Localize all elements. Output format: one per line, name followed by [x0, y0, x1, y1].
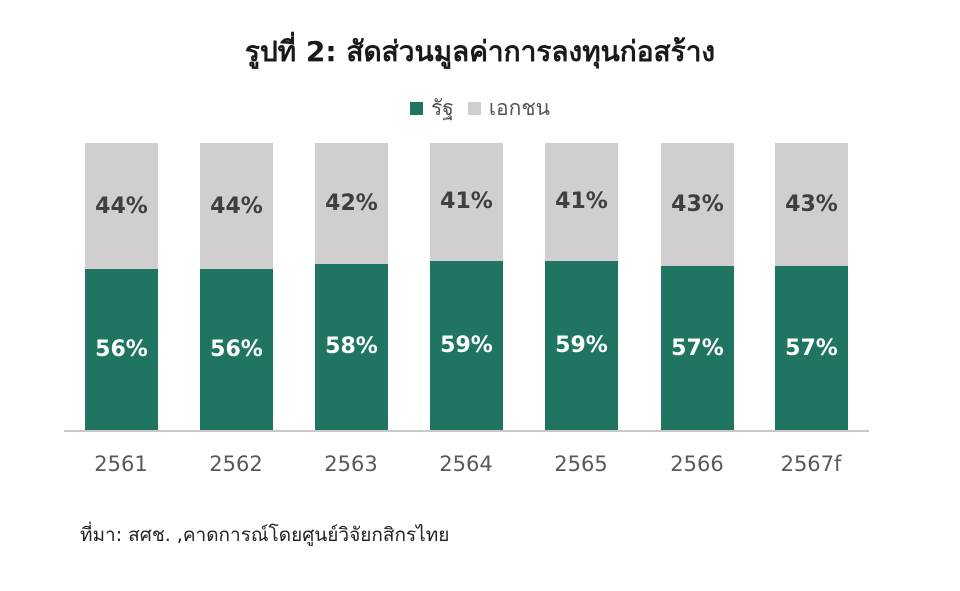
- x-tick-label: 2561: [94, 452, 148, 476]
- legend-swatch-private: [467, 102, 481, 115]
- bar-segment-private: 43%: [775, 143, 848, 267]
- data-label-public: 57%: [671, 335, 724, 361]
- bar-segment-private: 42%: [315, 143, 388, 264]
- bar-segment-private: 41%: [545, 143, 618, 261]
- data-label-private: 43%: [785, 192, 838, 218]
- bar-2565: 41% 59%: [545, 143, 618, 430]
- x-tick-label: 2564: [439, 452, 493, 476]
- data-label-public: 58%: [325, 334, 378, 360]
- bar-segment-public: 56%: [200, 269, 273, 430]
- x-tick-label: 2563: [324, 452, 378, 476]
- x-tick-label: 2566: [670, 452, 724, 476]
- bar-segment-private: 44%: [85, 143, 158, 270]
- bar-segment-public: 59%: [430, 260, 503, 430]
- data-label-private: 41%: [440, 189, 493, 215]
- source-note: ที่มา: สศช. ,คาดการณ์โดยศูนย์วิจัยกสิกรไ…: [80, 524, 450, 546]
- bar-2562: 44% 56%: [200, 143, 273, 430]
- bar-2564: 41% 59%: [430, 143, 503, 430]
- bar-2567f: 43% 57%: [775, 143, 848, 430]
- data-label-private: 43%: [671, 192, 724, 218]
- bar-2561: 44% 56%: [85, 143, 158, 430]
- x-tick-label: 2567f: [780, 452, 842, 476]
- x-tick-label: 2562: [209, 452, 263, 476]
- legend-swatch-public: [410, 102, 423, 115]
- data-label-public: 56%: [95, 337, 148, 363]
- data-label-private: 42%: [325, 190, 378, 216]
- legend-label-private: เอกชน: [488, 96, 550, 120]
- x-tick-label: 2565: [554, 452, 608, 476]
- legend-item-private: เอกชน: [467, 92, 550, 125]
- data-label-public: 59%: [440, 332, 493, 358]
- data-label-private: 44%: [210, 193, 263, 219]
- data-label-public: 56%: [210, 337, 263, 363]
- data-label-private: 41%: [555, 189, 608, 215]
- legend-label-public: รัฐ: [431, 96, 454, 120]
- legend-item-public: รัฐ: [410, 92, 454, 125]
- bar-2563: 42% 58%: [315, 143, 388, 430]
- data-label-public: 57%: [785, 335, 838, 361]
- bar-segment-public: 58%: [315, 263, 388, 430]
- data-label-public: 59%: [555, 332, 608, 358]
- bar-segment-private: 41%: [430, 143, 503, 261]
- bar-segment-public: 56%: [85, 269, 158, 430]
- bar-segment-private: 44%: [200, 143, 273, 270]
- legend: รัฐ เอกชน: [0, 92, 960, 125]
- chart-title: รูปที่ 2: สัดส่วนมูลค่าการลงทุนก่อสร้าง: [244, 35, 716, 68]
- data-label-private: 44%: [95, 193, 148, 219]
- bar-segment-public: 57%: [661, 266, 734, 430]
- bar-segment-public: 59%: [545, 260, 618, 430]
- bar-segment-private: 43%: [661, 143, 734, 267]
- bar-segment-public: 57%: [775, 266, 848, 430]
- x-axis-line: [64, 430, 869, 432]
- bar-2566: 43% 57%: [661, 143, 734, 430]
